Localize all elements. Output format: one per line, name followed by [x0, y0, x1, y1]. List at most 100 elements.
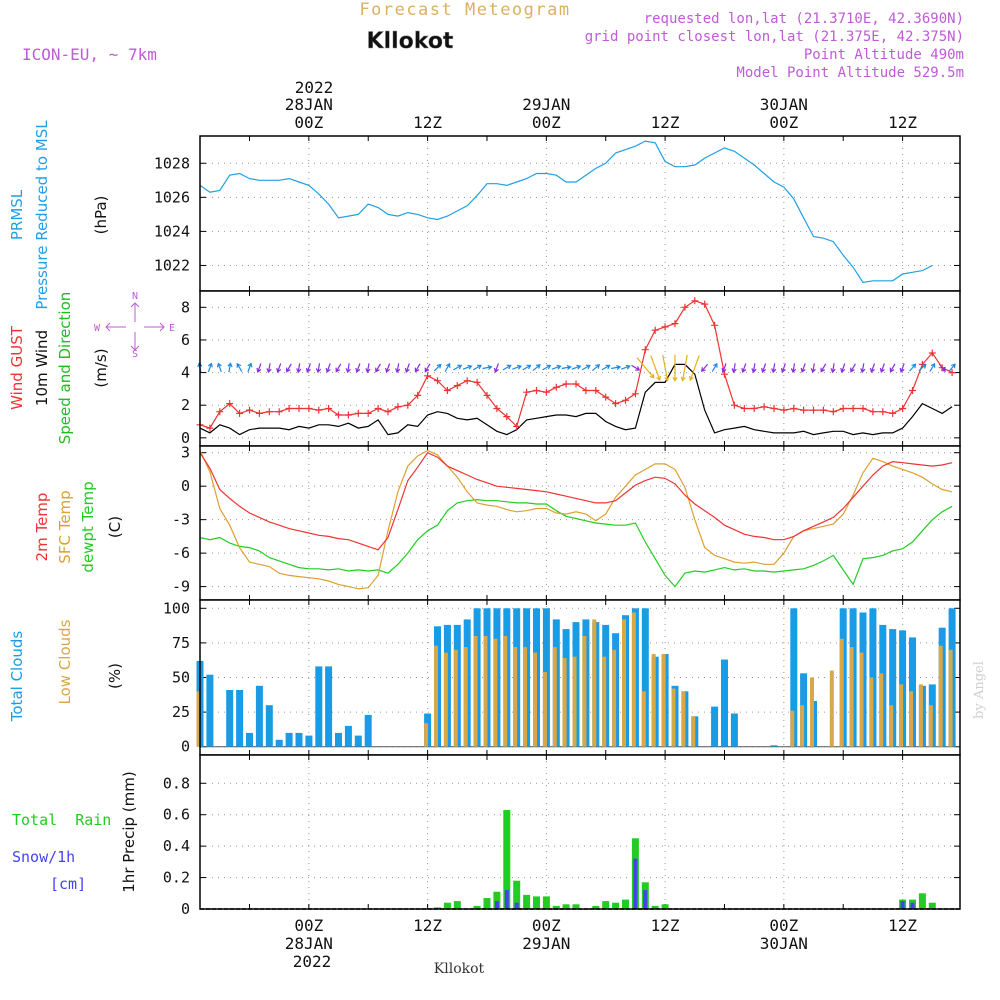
snow-label: Snow/1h: [12, 848, 75, 866]
sfc-temp-label: SFC Temp: [56, 490, 74, 563]
compass-n: N: [132, 291, 138, 302]
low-cloud-bar: [552, 647, 557, 747]
wind-direction-arrow: [444, 362, 451, 372]
wind-direction-arrow: [462, 364, 473, 370]
gust-marker: [810, 406, 817, 414]
wind-ytick-label: 0: [181, 429, 190, 447]
rain-bar: [453, 901, 461, 909]
wind-direction-arrow: [414, 363, 421, 373]
wind-direction-arrow: [879, 363, 885, 373]
wind-direction-arrow: [424, 363, 431, 373]
wind-direction-arrow: [800, 363, 806, 373]
low-cloud-bar: [602, 656, 607, 747]
rain-bar: [562, 904, 570, 909]
gust-marker: [631, 390, 639, 398]
gust-marker: [493, 405, 501, 412]
low-cloud-bar: [434, 645, 438, 747]
top-hour-label: 12Z: [413, 113, 442, 132]
gust-marker: [434, 377, 441, 385]
low-cloud-bar: [671, 688, 676, 747]
pressure-panel: 1022 1024 1026 1028: [154, 135, 961, 292]
wind-direction-arrow: [889, 363, 896, 373]
bottom-hour-label: 12Z: [413, 916, 442, 935]
wind-direction-arrow: [701, 363, 709, 372]
low-cloud-bar: [859, 652, 864, 747]
gust-marker: [344, 411, 352, 419]
wind-direction-arrow: [810, 363, 816, 374]
total-cloud-bar: [305, 735, 313, 747]
gust-marker: [295, 405, 303, 412]
total-cloud-bar: [354, 735, 362, 747]
rain-bar: [592, 905, 600, 909]
gust-marker: [651, 326, 659, 334]
temperature-ytick-label: 0: [181, 477, 190, 495]
footer-station: Kllokot: [434, 961, 485, 977]
wind-direction-arrow: [771, 363, 777, 374]
gust-marker: [849, 405, 857, 412]
gust-marker: [315, 406, 323, 414]
gust-marker: [889, 409, 897, 417]
gust-marker: [909, 387, 916, 394]
rain-bar: [493, 891, 501, 909]
compass-rose: N S W E: [94, 291, 175, 360]
gust-marker: [255, 409, 263, 417]
low-cloud-bar: [612, 649, 617, 747]
temperature-ytick-label: -6: [172, 544, 190, 562]
pressure-ytick-label: 1022: [154, 256, 190, 274]
low-cloud-bar: [839, 638, 844, 747]
low-cloud-bar: [592, 619, 597, 747]
wind-direction-arrow: [227, 362, 233, 373]
low-cloud-bar: [810, 677, 814, 747]
wind-direction-arrow: [247, 362, 253, 373]
snow-unit: [cm]: [50, 875, 86, 893]
low-cloud-bar: [800, 705, 805, 747]
wind-direction-arrow: [542, 364, 552, 371]
precip-panel: 0 0.2 0.4 0.6 0.8: [163, 754, 961, 918]
rain-bar: [928, 902, 936, 909]
wind-direction-arrow: [741, 363, 747, 373]
wind-direction-arrow: [790, 363, 797, 374]
gust-marker: [790, 405, 798, 412]
low-cloud-bar: [473, 636, 478, 747]
rain-bar: [523, 894, 531, 909]
grid-point-coords: grid point closest lon,lat (21.375E, 42.…: [585, 29, 964, 45]
wind-direction-arrow: [256, 363, 262, 373]
rain-bar: [533, 896, 540, 909]
gust-marker: [335, 411, 342, 419]
total-cloud-bar: [255, 685, 263, 747]
low-cloud-bar: [523, 647, 528, 747]
pressure-bg: [200, 136, 960, 291]
low-cloud-bar: [483, 636, 488, 747]
total-cloud-bar: [275, 739, 283, 747]
gust-marker: [513, 422, 521, 430]
total-cloud-bar: [790, 608, 798, 747]
total-cloud-bar: [315, 666, 323, 747]
wind-direction-arrow: [938, 363, 946, 372]
compass-s: S: [132, 349, 138, 360]
top-hour-label: 00Z: [532, 113, 561, 132]
dewpt-line: [199, 498, 953, 588]
gust-marker: [453, 382, 461, 390]
gust-marker: [612, 400, 620, 408]
rain-bar: [661, 904, 669, 909]
gust-marker: [641, 346, 649, 354]
gust-marker: [582, 387, 590, 394]
pressure-label-2: Pressure Reduced to MSL: [33, 120, 51, 310]
low-cloud-bar: [196, 691, 201, 747]
low-cloud-bar: [909, 691, 913, 747]
total-cloud-bar: [344, 725, 352, 747]
wind-ytick-label: 6: [181, 331, 190, 349]
low-cloud-bar: [681, 691, 686, 747]
gust-marker: [711, 321, 719, 329]
total-cloud-bar: [325, 666, 333, 747]
gust-marker: [374, 405, 382, 412]
sfc-temp-line: [199, 449, 953, 590]
snow-bar: [643, 890, 648, 909]
compass-w: W: [94, 323, 101, 334]
low-cloud-bar: [453, 649, 458, 747]
wind-gust-label: Wind GUST: [8, 325, 26, 410]
wind-direction-arrow: [404, 363, 410, 373]
wind-direction-arrow: [899, 363, 905, 373]
total-cloud-bar: [285, 732, 293, 747]
wind-direction-arrow: [512, 364, 522, 370]
